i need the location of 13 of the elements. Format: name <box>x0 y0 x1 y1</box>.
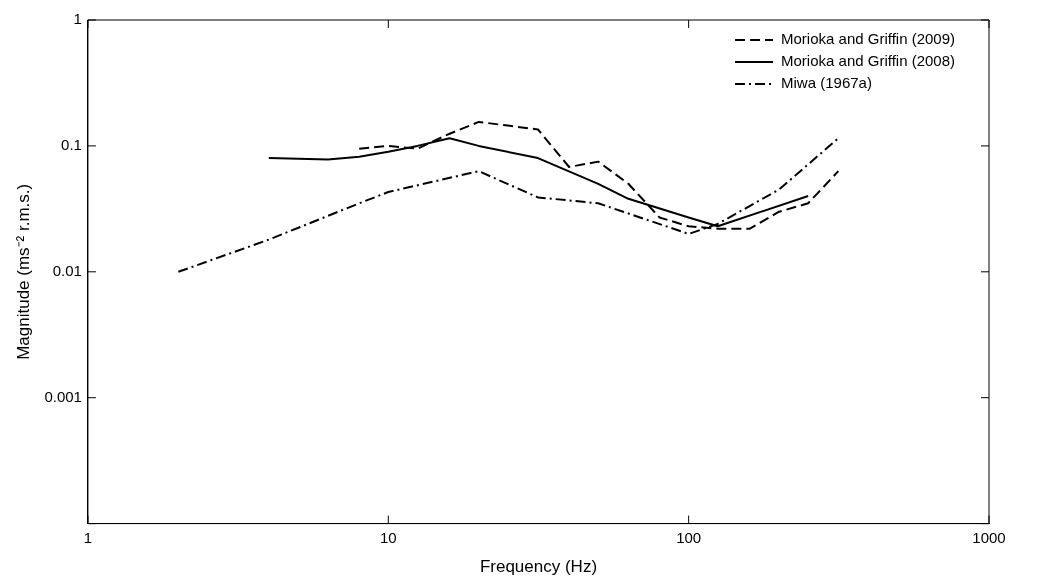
legend-label: Morioka and Griffin (2008) <box>781 52 956 70</box>
y-tick-label: 0.001 <box>44 387 82 405</box>
legend-label: Morioka and Griffin (2009) <box>781 30 956 48</box>
y-axis-title: Magnitude (ms⁻² r.m.s.) <box>13 183 33 360</box>
legend-label: Miwa (1967a) <box>781 74 872 92</box>
x-axis-title: Frequency (Hz) <box>479 557 598 577</box>
x-tick-label: 10 <box>379 528 397 546</box>
x-tick-label: 1 <box>83 528 93 546</box>
x-tick-label: 100 <box>676 528 702 546</box>
y-tick-label: 0.1 <box>61 136 82 154</box>
y-tick-label: 0.01 <box>52 261 82 279</box>
x-tick-label: 1000 <box>972 528 1006 546</box>
y-tick-label: 1 <box>73 10 82 28</box>
